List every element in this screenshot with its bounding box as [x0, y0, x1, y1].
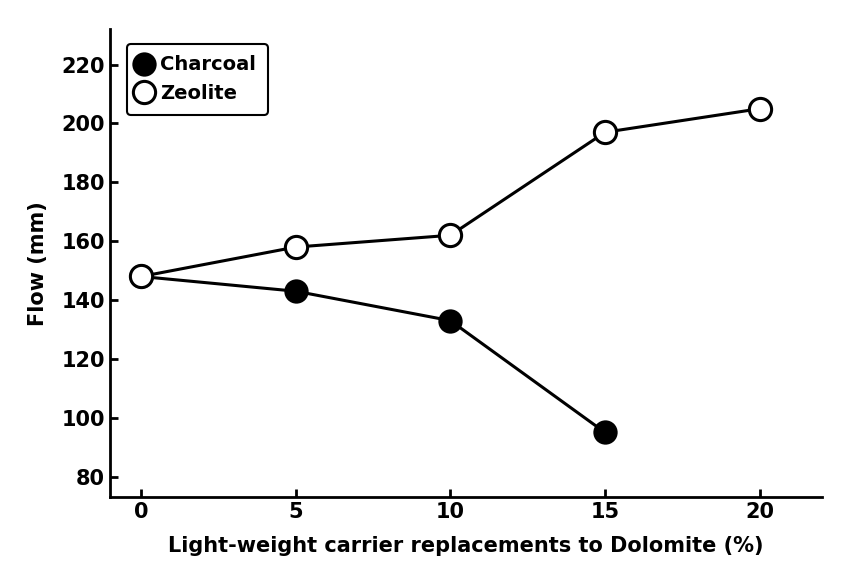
Zeolite [600, 129, 610, 136]
Zeolite [755, 105, 765, 112]
Legend: Charcoal, Zeolite: Charcoal, Zeolite [127, 44, 268, 115]
Charcoal [291, 288, 301, 295]
Charcoal [600, 429, 610, 436]
Zeolite [136, 273, 147, 280]
Charcoal [136, 273, 147, 280]
Zeolite [446, 232, 456, 239]
Zeolite [291, 243, 301, 250]
Charcoal [446, 317, 456, 324]
Line: Charcoal: Charcoal [130, 266, 616, 443]
X-axis label: Light-weight carrier replacements to Dolomite (%): Light-weight carrier replacements to Dol… [168, 536, 764, 556]
Line: Zeolite: Zeolite [130, 98, 771, 288]
Y-axis label: Flow (mm): Flow (mm) [28, 201, 48, 326]
